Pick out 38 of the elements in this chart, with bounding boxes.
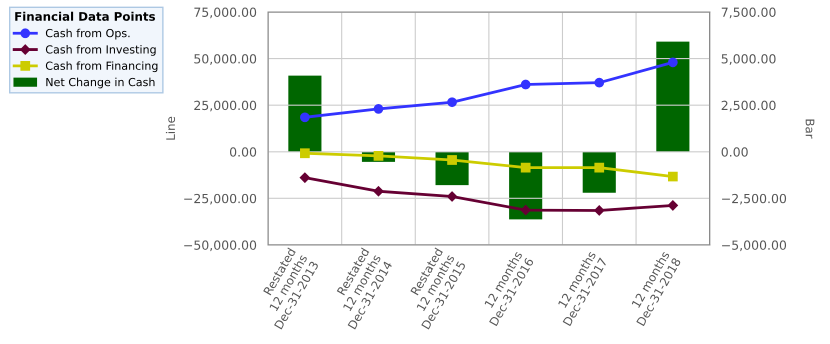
point xyxy=(447,155,457,165)
y-tick-label: −25,000.00 xyxy=(184,194,256,205)
y-tick-label: −50,000.00 xyxy=(184,240,256,252)
y2-tick-label: 0.00 xyxy=(722,147,748,157)
legend-label: Cash from Investing xyxy=(46,45,156,56)
y2-tick-label: −5,000.00 xyxy=(722,240,786,252)
y-axis-title: Line xyxy=(166,116,176,140)
y-tick-label: 50,000.00 xyxy=(194,54,256,65)
y2-tick-label: 2,500.00 xyxy=(722,100,776,112)
point xyxy=(668,172,678,182)
y2-tick-label: −2,500.00 xyxy=(722,194,786,205)
bar xyxy=(656,42,690,152)
y2-tick-label: 7,500.00 xyxy=(722,8,776,18)
point xyxy=(300,112,310,122)
point xyxy=(374,151,384,161)
legend-title: Financial Data Points xyxy=(15,12,156,21)
legend-label: Cash from Ops. xyxy=(46,28,130,40)
point xyxy=(668,57,678,68)
point xyxy=(594,78,604,88)
point xyxy=(668,200,678,211)
bar xyxy=(288,76,322,152)
point xyxy=(594,205,604,216)
y-tick-label: 75,000.00 xyxy=(194,8,256,18)
legend-label: Net Change in Cash xyxy=(46,78,154,88)
point xyxy=(300,148,310,158)
point xyxy=(373,186,384,196)
point xyxy=(520,80,531,90)
point xyxy=(446,191,458,202)
point xyxy=(520,204,531,216)
point xyxy=(300,172,310,183)
point xyxy=(374,104,384,114)
legend-label: Cash from Financing xyxy=(46,61,158,72)
y-tick-label: 25,000.00 xyxy=(194,100,256,112)
y2-tick-label: 5,000.00 xyxy=(722,54,776,65)
y2-axis-title: Bar xyxy=(806,120,814,139)
point xyxy=(447,97,457,108)
point xyxy=(520,162,531,172)
y-tick-label: 0.00 xyxy=(230,147,256,157)
